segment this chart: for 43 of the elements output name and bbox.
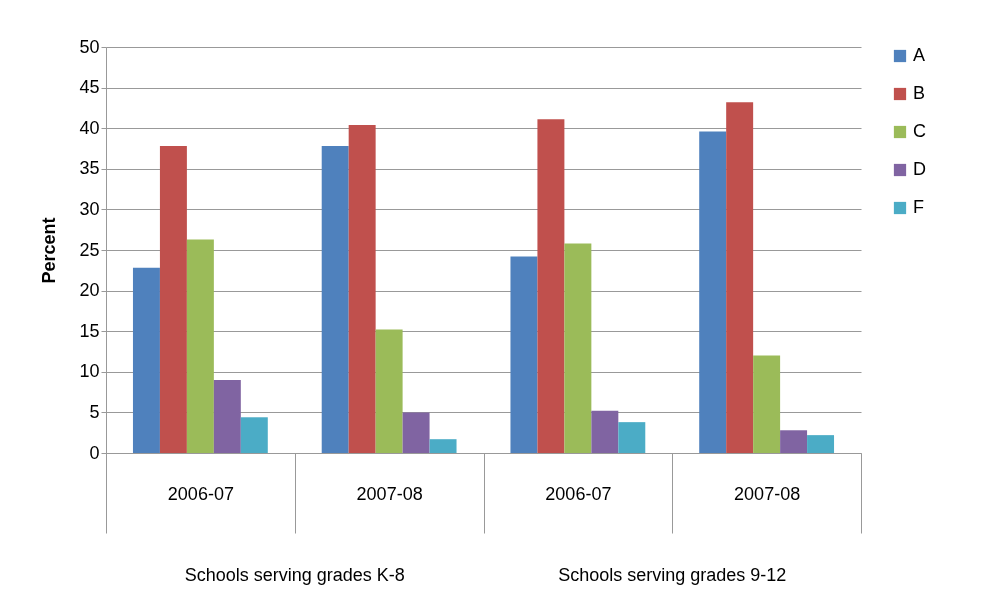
bar bbox=[186, 239, 214, 453]
y-tick-label: 10 bbox=[79, 361, 100, 382]
y-tick-label: 25 bbox=[79, 239, 100, 260]
bar bbox=[348, 124, 376, 453]
legend-label: F bbox=[913, 197, 924, 217]
bar bbox=[807, 435, 835, 453]
y-tick-label: 20 bbox=[79, 280, 100, 301]
bar bbox=[402, 412, 430, 453]
bar bbox=[375, 329, 403, 453]
x-tick-label: 2006-07 bbox=[167, 483, 234, 504]
y-tick-label: 35 bbox=[79, 158, 100, 179]
bar bbox=[780, 430, 808, 453]
y-tick-label: 15 bbox=[79, 320, 100, 341]
text: Schools serving grades 9-12 bbox=[558, 565, 787, 585]
y-tick-label: 40 bbox=[79, 117, 100, 138]
bar bbox=[726, 102, 754, 453]
bar bbox=[132, 267, 160, 453]
text: Schools serving grades K-8 bbox=[184, 565, 405, 585]
y-tick-label: 50 bbox=[79, 36, 100, 57]
x-tick-label: 2007-08 bbox=[734, 483, 801, 504]
y-tick-label: 5 bbox=[89, 401, 100, 422]
bar bbox=[564, 243, 592, 453]
bar bbox=[429, 439, 457, 453]
y-tick-label: 45 bbox=[79, 77, 100, 98]
bar bbox=[240, 417, 268, 453]
legend-label: C bbox=[913, 121, 926, 141]
y-tick-label: 30 bbox=[79, 198, 100, 219]
y-tick-label: 0 bbox=[89, 442, 100, 463]
legend-label: B bbox=[913, 83, 926, 103]
bar bbox=[699, 131, 727, 453]
bar bbox=[753, 355, 781, 453]
bar bbox=[591, 410, 619, 453]
bar bbox=[618, 422, 646, 453]
x-tick-label: 2007-08 bbox=[356, 483, 423, 504]
x-tick-label: 2006-07 bbox=[545, 483, 612, 504]
legend-label: A bbox=[913, 45, 926, 65]
bar bbox=[537, 119, 565, 453]
y-axis-title: Percent bbox=[39, 217, 60, 284]
bar bbox=[213, 379, 241, 453]
bar bbox=[321, 146, 349, 453]
legend-label: D bbox=[913, 159, 926, 179]
bar bbox=[159, 146, 187, 453]
bar bbox=[510, 256, 538, 453]
